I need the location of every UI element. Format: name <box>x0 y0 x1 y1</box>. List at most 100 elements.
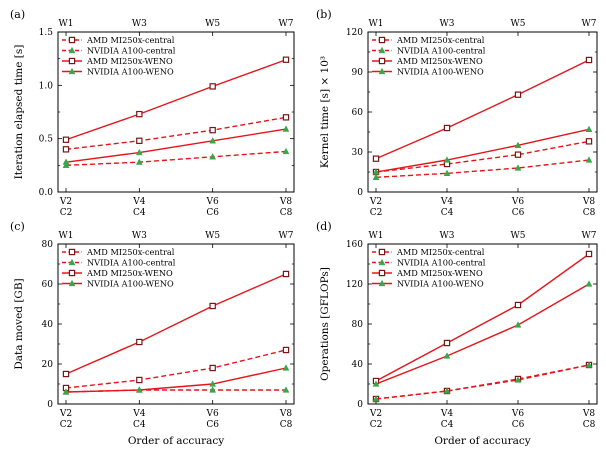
triangle-marker <box>372 395 380 402</box>
x-tick-label-c: C8 <box>583 208 596 218</box>
triangle-marker <box>514 321 522 328</box>
square-marker <box>209 126 216 134</box>
triangle-marker <box>62 158 70 165</box>
triangle-marker <box>378 46 386 54</box>
triangle-marker <box>443 169 451 176</box>
square-marker <box>443 339 451 347</box>
square-marker <box>68 248 76 256</box>
top-tick-label: W1 <box>59 19 74 29</box>
x-tick-label-v: V4 <box>132 197 145 207</box>
triangle-marker <box>443 352 451 359</box>
y-tick-label: 60 <box>352 108 364 118</box>
square-marker <box>209 302 216 310</box>
legend-entry: AMD MI250x-WENO <box>86 56 173 66</box>
x-tick-label-c: C6 <box>206 208 219 218</box>
x-tick-label-v: V8 <box>582 197 595 207</box>
panel-label: (c) <box>10 220 25 233</box>
square-marker <box>136 376 143 384</box>
square-marker <box>585 56 593 64</box>
triangle-marker <box>372 380 380 387</box>
x-axis-label-left: Order of accuracy <box>128 435 224 447</box>
square-marker <box>136 110 143 118</box>
series-nvidia-a100-central <box>372 361 593 402</box>
x-tick-label-v: V6 <box>206 409 219 419</box>
triangle-marker <box>378 67 386 75</box>
x-tick-label-c: C6 <box>512 420 525 430</box>
square-marker <box>68 36 76 44</box>
series-line <box>65 128 287 163</box>
top-tick-label: W5 <box>205 19 220 29</box>
y-axis-label: Kernel time [s] × 10³ <box>319 56 331 168</box>
series-line <box>65 367 287 393</box>
series-amd-mi250x-weno <box>372 56 593 162</box>
y-tick-label: 40 <box>352 360 364 370</box>
top-tick-label: W1 <box>369 19 384 29</box>
y-tick-label: 80 <box>42 240 54 250</box>
triangle-marker <box>443 156 451 163</box>
top-tick-label: W7 <box>582 19 597 29</box>
legend-entry: NVIDIA A100-WENO <box>397 67 484 77</box>
y-tick-label: 120 <box>346 28 363 38</box>
series-line <box>375 140 590 173</box>
triangle-marker <box>585 280 593 287</box>
x-tick-label-c: C2 <box>60 208 73 218</box>
legend-entry: AMD MI250x-WENO <box>396 56 483 66</box>
series-line <box>65 349 287 389</box>
square-marker <box>282 346 290 354</box>
y-tick-label: 90 <box>352 68 364 78</box>
series-nvidia-a100-weno <box>62 364 290 395</box>
x-tick-label-v: V4 <box>440 409 453 419</box>
square-marker <box>136 137 143 144</box>
triangle-marker <box>514 376 522 383</box>
series-nvidia-a100-central <box>62 147 290 168</box>
y-tick-label: 0 <box>357 400 363 410</box>
legend-entry: NVIDIA A100-central <box>87 46 176 56</box>
legend-entry: NVIDIA A100-central <box>397 46 486 56</box>
x-tick-label-v: V2 <box>59 197 72 207</box>
series-amd-mi250x-central <box>372 138 593 176</box>
triangle-marker <box>62 388 70 395</box>
top-tick-label: W7 <box>582 231 597 241</box>
y-tick-label: 30 <box>352 148 364 158</box>
series-line <box>375 364 590 400</box>
square-marker <box>514 91 522 98</box>
triangle-marker <box>209 380 217 387</box>
square-marker <box>378 57 386 65</box>
triangle-marker <box>372 173 380 180</box>
x-tick-label-c: C8 <box>280 420 293 430</box>
y-tick-label: 0.5 <box>39 135 54 145</box>
x-tick-label-c: C2 <box>370 420 383 430</box>
triangle-marker <box>585 125 593 132</box>
series-amd-mi250x-weno <box>62 56 290 143</box>
series-line <box>65 116 287 151</box>
triangle-marker <box>282 125 290 132</box>
top-tick-label: W3 <box>440 19 455 29</box>
triangle-marker <box>378 279 386 287</box>
y-tick-label: 160 <box>346 240 363 250</box>
x-tick-label-v: V8 <box>582 409 595 419</box>
triangle-marker <box>443 387 451 394</box>
triangle-marker <box>68 67 76 75</box>
series-amd-mi250x-weno <box>62 270 290 378</box>
legend-entry: NVIDIA A100-central <box>87 258 176 268</box>
series-line <box>375 159 590 179</box>
panel-label: (b) <box>316 8 332 21</box>
series-line <box>65 273 287 375</box>
y-axis-label: Operations [GFLOPs] <box>319 267 331 381</box>
triangle-marker <box>585 361 593 368</box>
y-tick-label: 20 <box>42 360 54 370</box>
triangle-marker <box>135 386 143 393</box>
x-tick-label-c: C6 <box>512 208 525 218</box>
triangle-marker <box>282 147 290 155</box>
legend-entry: AMD MI250x-WENO <box>86 268 173 278</box>
series-nvidia-a100-weno <box>62 125 290 165</box>
triangle-marker <box>372 168 380 175</box>
square-marker <box>585 250 593 258</box>
series-line <box>375 283 590 385</box>
square-marker <box>282 114 290 121</box>
series-nvidia-a100-weno <box>372 125 593 175</box>
x-tick-label-v: V6 <box>511 197 524 207</box>
x-tick-label-c: C2 <box>60 420 73 430</box>
